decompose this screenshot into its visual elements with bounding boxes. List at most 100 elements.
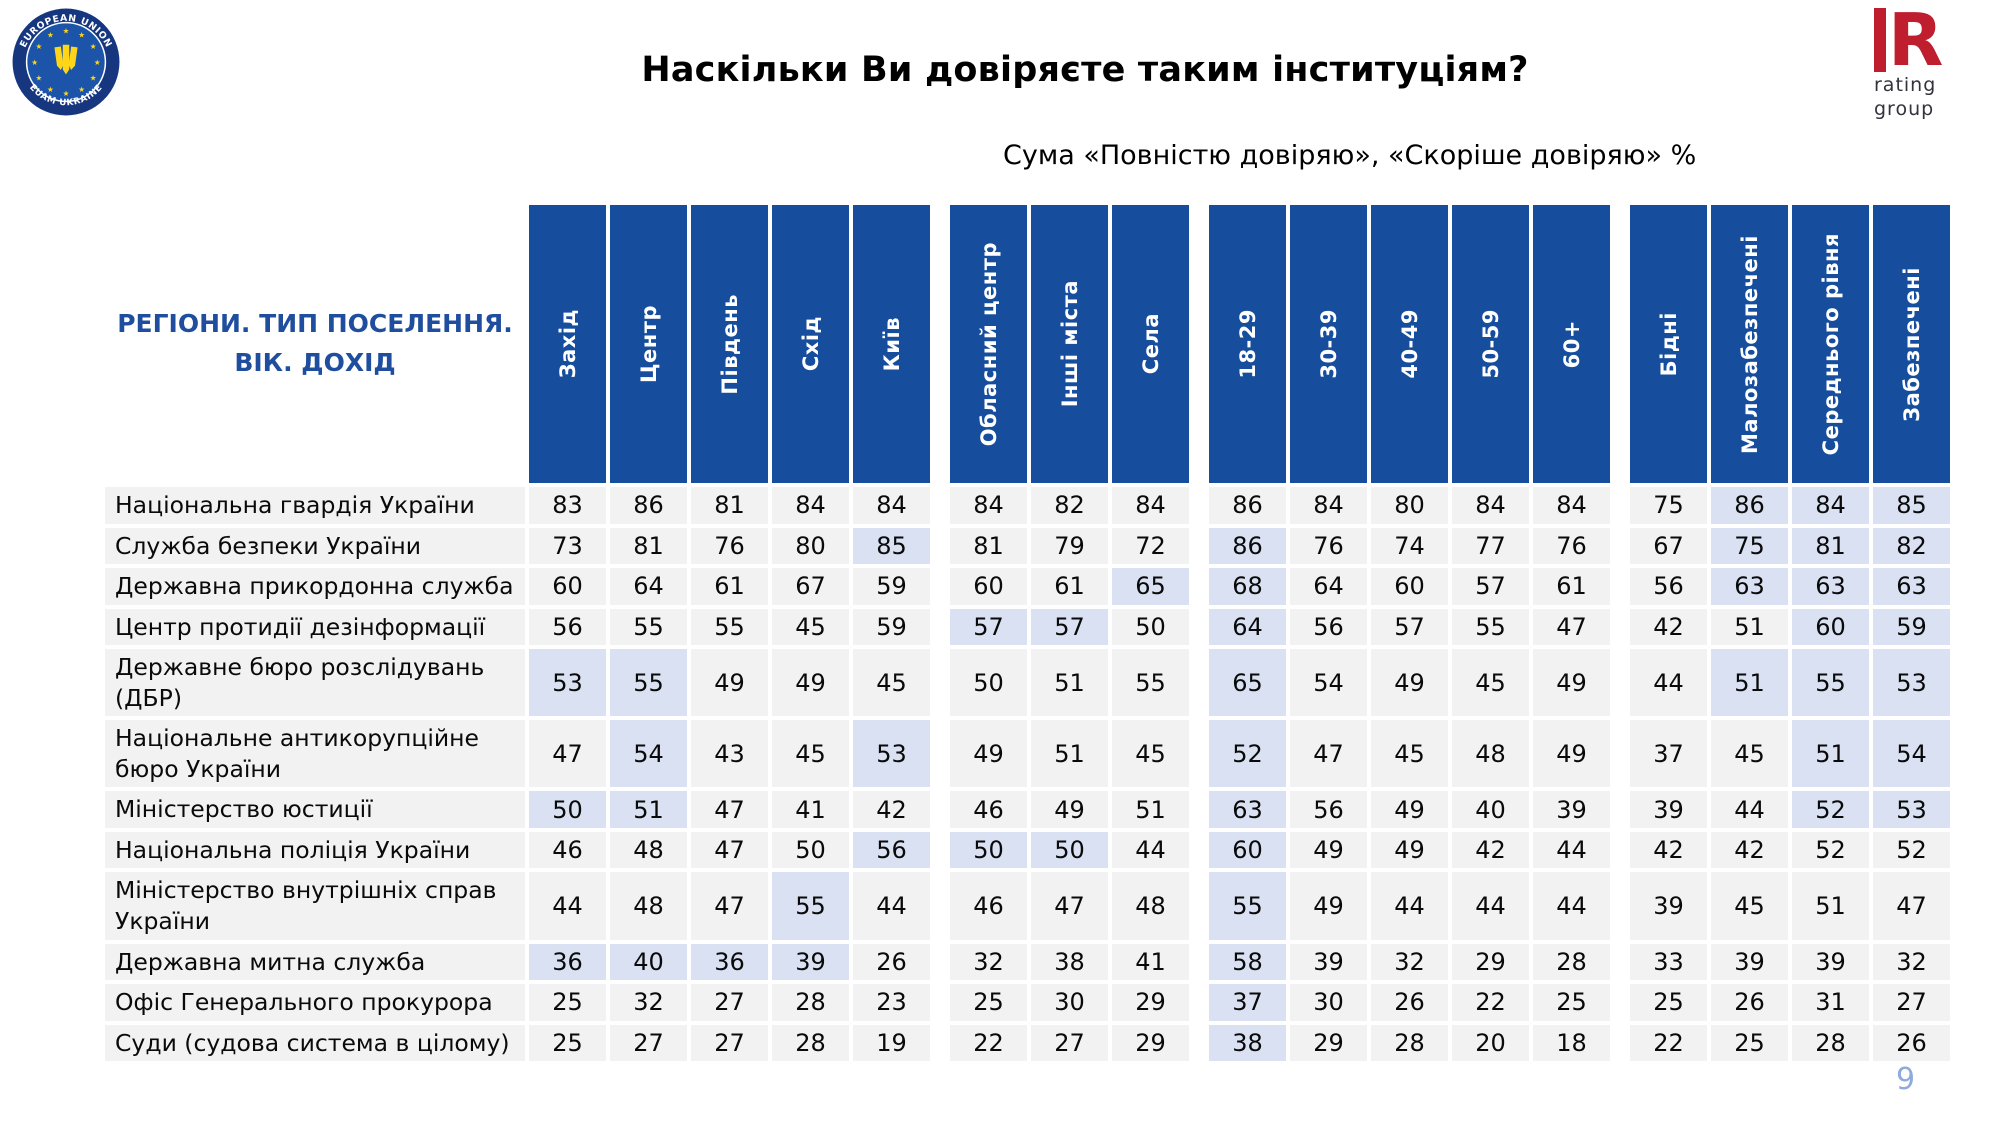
group-gap bbox=[934, 1025, 946, 1062]
value-cell: 29 bbox=[1112, 1024, 1189, 1062]
column-header-income: Малозабезпечені bbox=[1711, 205, 1788, 483]
rating-logo-bar bbox=[1874, 8, 1886, 72]
value-cell: 54 bbox=[1290, 649, 1367, 717]
value-cell: 39 bbox=[1533, 791, 1610, 828]
column-header-settlement-type: Села bbox=[1112, 205, 1189, 483]
group-gap bbox=[1193, 791, 1205, 828]
value-cell: 28 bbox=[772, 984, 849, 1021]
value-cell: 55 bbox=[610, 649, 687, 717]
column-header-regions: Захід bbox=[529, 205, 606, 483]
value-cell: 65 bbox=[1209, 649, 1286, 717]
column-header-age: 30-39 bbox=[1290, 205, 1367, 483]
table-row: Державна митна служба 36 40 36 39 26 32 38 41 58 3… bbox=[105, 943, 1950, 981]
rating-logo-line2: group bbox=[1874, 97, 1935, 120]
value-cell: 45 bbox=[853, 649, 930, 717]
column-header-label: Захід bbox=[555, 309, 580, 379]
value-cell: 59 bbox=[1873, 608, 1950, 646]
value-cell: 57 bbox=[1371, 608, 1448, 646]
column-header-label: Центр bbox=[636, 305, 661, 383]
value-cell: 57 bbox=[950, 608, 1027, 646]
table-row: Офіс Генерального прокурора 25 32 27 28 23 25 3… bbox=[105, 984, 1950, 1021]
value-cell: 59 bbox=[853, 608, 930, 646]
subtitle: Сума «Повністю довіряю», «Скоріше довіря… bbox=[1003, 140, 1697, 171]
value-cell: 49 bbox=[1290, 831, 1367, 869]
value-cell: 55 bbox=[1209, 872, 1286, 940]
value-cell: 86 bbox=[1209, 487, 1286, 524]
value-cell: 84 bbox=[1452, 487, 1529, 524]
column-header-label: Київ bbox=[879, 316, 904, 372]
euam-logo-svg: EUROPEAN UNION EUAM UKRAINE ★ ★★★★★★★★★★★ bbox=[12, 8, 120, 116]
value-cell: 49 bbox=[1031, 791, 1108, 828]
institution-label: Державна митна служба bbox=[105, 943, 525, 981]
column-header-age: 50-59 bbox=[1452, 205, 1529, 483]
column-header-label: 18-29 bbox=[1235, 309, 1260, 379]
group-gap bbox=[1614, 984, 1626, 1021]
value-cell: 75 bbox=[1630, 487, 1707, 524]
value-cell: 18 bbox=[1533, 1024, 1610, 1062]
value-cell: 61 bbox=[1031, 568, 1108, 605]
value-cell: 76 bbox=[1290, 527, 1367, 565]
group-gap bbox=[1193, 205, 1205, 483]
group-gap bbox=[934, 487, 946, 524]
value-cell: 46 bbox=[950, 872, 1027, 940]
value-cell: 20 bbox=[1452, 1024, 1529, 1062]
page-number: 9 bbox=[1896, 1062, 1916, 1097]
value-cell: 39 bbox=[1792, 943, 1869, 981]
group-gap bbox=[934, 649, 946, 716]
value-cell: 84 bbox=[1792, 487, 1869, 524]
value-cell: 80 bbox=[1371, 487, 1448, 524]
group-gap bbox=[1614, 1025, 1626, 1062]
column-header-label: Південь bbox=[717, 293, 742, 395]
table-row: Національне антикорупційне бюро України 4… bbox=[105, 720, 1950, 788]
value-cell: 57 bbox=[1031, 608, 1108, 646]
value-cell: 30 bbox=[1290, 984, 1367, 1021]
value-cell: 44 bbox=[529, 872, 606, 940]
value-cell: 54 bbox=[610, 720, 687, 788]
value-cell: 39 bbox=[772, 943, 849, 981]
value-cell: 44 bbox=[1112, 831, 1189, 869]
value-cell: 82 bbox=[1031, 487, 1108, 524]
value-cell: 64 bbox=[1290, 568, 1367, 605]
column-header-label: Інші міста bbox=[1057, 280, 1082, 408]
value-cell: 56 bbox=[1630, 568, 1707, 605]
value-cell: 82 bbox=[1873, 527, 1950, 565]
value-cell: 38 bbox=[1031, 943, 1108, 981]
value-cell: 49 bbox=[1533, 649, 1610, 717]
value-cell: 42 bbox=[1630, 608, 1707, 646]
value-cell: 49 bbox=[1533, 720, 1610, 788]
group-gap bbox=[1614, 487, 1626, 524]
value-cell: 50 bbox=[950, 831, 1027, 869]
trust-table: РЕГІОНИ. ТИП ПОСЕЛЕННЯ. ВІК. ДОХІД Захід… bbox=[105, 205, 1950, 1062]
value-cell: 50 bbox=[1112, 608, 1189, 646]
column-header-income: Середнього рівня bbox=[1792, 205, 1869, 483]
value-cell: 51 bbox=[1031, 649, 1108, 717]
value-cell: 49 bbox=[1290, 872, 1367, 940]
value-cell: 55 bbox=[1792, 649, 1869, 717]
column-header-income: Забезпечені bbox=[1873, 205, 1950, 483]
value-cell: 29 bbox=[1290, 1024, 1367, 1062]
value-cell: 44 bbox=[1711, 791, 1788, 828]
table-row: Національна гвардія України 83 86 81 84 84 84 8… bbox=[105, 487, 1950, 524]
institution-label: Служба безпеки України bbox=[105, 527, 525, 565]
value-cell: 41 bbox=[772, 791, 849, 828]
table-row: Національна поліція України 46 48 47 50 56 50 5… bbox=[105, 831, 1950, 869]
value-cell: 60 bbox=[950, 568, 1027, 605]
value-cell: 49 bbox=[772, 649, 849, 717]
value-cell: 41 bbox=[1112, 943, 1189, 981]
value-cell: 36 bbox=[529, 943, 606, 981]
value-cell: 40 bbox=[610, 943, 687, 981]
group-gap bbox=[1193, 984, 1205, 1021]
value-cell: 59 bbox=[853, 568, 930, 605]
column-header-label: 40-49 bbox=[1397, 309, 1422, 379]
value-cell: 52 bbox=[1209, 720, 1286, 788]
value-cell: 25 bbox=[529, 1024, 606, 1062]
column-header-regions: Південь bbox=[691, 205, 768, 483]
value-cell: 36 bbox=[691, 943, 768, 981]
value-cell: 60 bbox=[1209, 831, 1286, 869]
group-gap bbox=[1193, 649, 1205, 716]
value-cell: 49 bbox=[691, 649, 768, 717]
value-cell: 43 bbox=[691, 720, 768, 788]
column-header-label: Бідні bbox=[1656, 311, 1681, 377]
value-cell: 26 bbox=[1873, 1024, 1950, 1062]
value-cell: 63 bbox=[1711, 568, 1788, 605]
